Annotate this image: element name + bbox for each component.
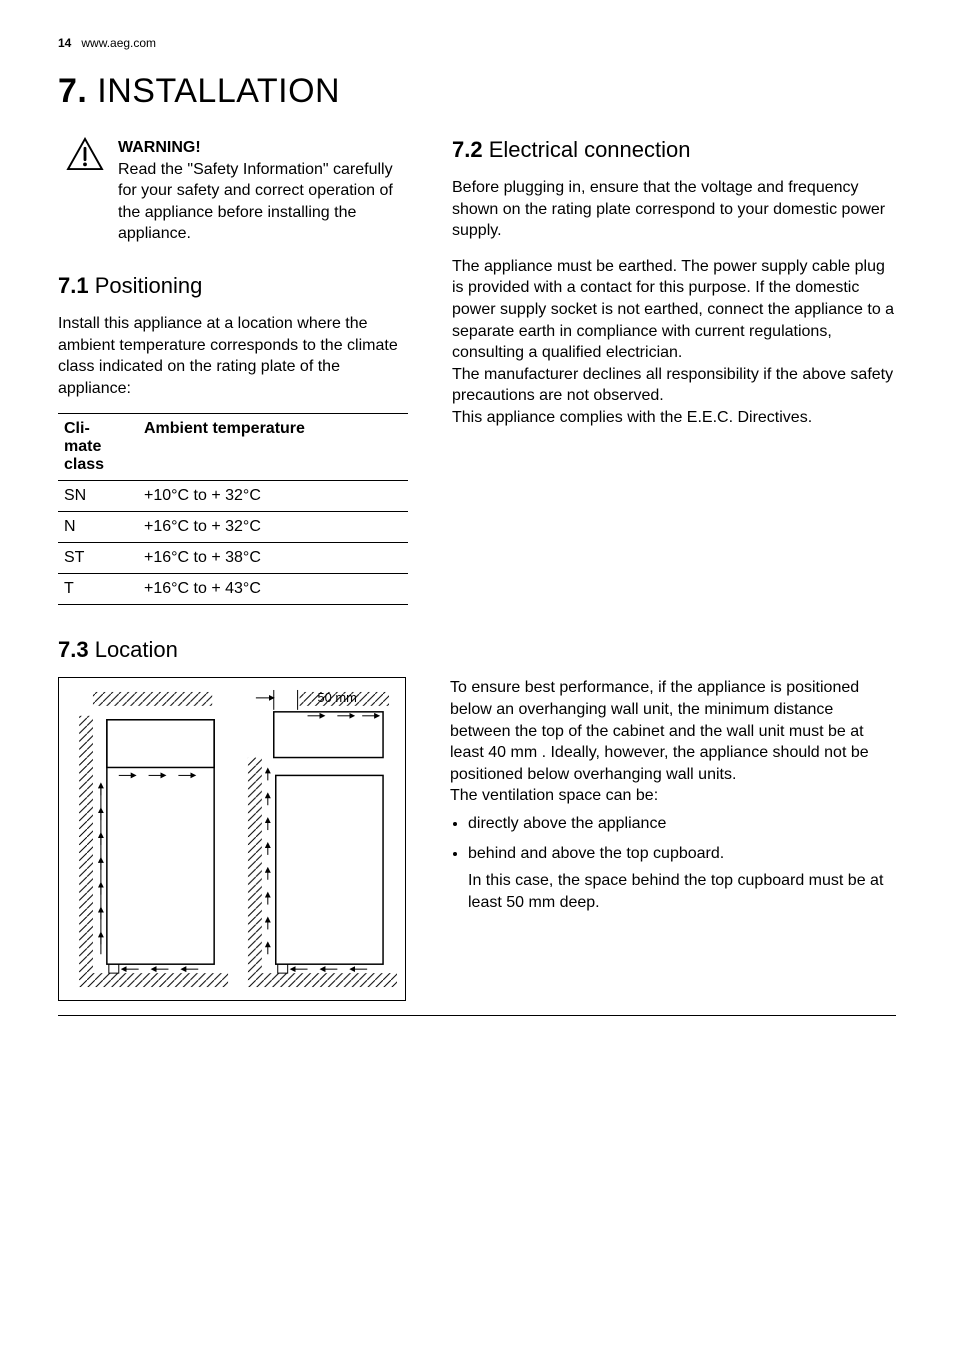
- warning-text: WARNING! Read the "Safety Information" c…: [118, 137, 408, 245]
- column-left: WARNING! Read the "Safety Information" c…: [58, 137, 408, 637]
- sub-num-7-2: 7.2: [452, 137, 483, 162]
- section-text: INSTALLATION: [87, 72, 340, 110]
- location-diagram: 50 mm: [58, 677, 406, 1001]
- climate-table: Cli-mateclass Ambient temperature SN+10°…: [58, 413, 408, 605]
- table-row: N+16°C to + 32°C: [58, 512, 408, 543]
- columns-top: WARNING! Read the "Safety Information" c…: [58, 137, 896, 637]
- location-row: 50 mm: [58, 677, 896, 1016]
- s73-bullets: directly above the appliance behind and …: [468, 813, 896, 913]
- warning-body: Read the "Safety Information" carefully …: [118, 161, 393, 243]
- location-text: To ensure best performance, if the appli…: [450, 677, 896, 1001]
- warning-block: WARNING! Read the "Safety Information" c…: [66, 137, 408, 245]
- list-item: behind and above the top cupboard. In th…: [468, 843, 896, 914]
- warning-heading: WARNING!: [118, 139, 201, 156]
- page-header: 14 www.aeg.com: [58, 36, 896, 50]
- table-row: SN+10°C to + 32°C: [58, 481, 408, 512]
- diagram-label: 50 mm: [317, 690, 356, 705]
- column-right: 7.2 Electrical connection Before pluggin…: [452, 137, 896, 637]
- s73-p3: In this case, the space behind the top c…: [468, 870, 896, 913]
- sub-title-7-3: Location: [89, 637, 178, 662]
- sub-num-7-1: 7.1: [58, 273, 89, 298]
- section-title: 7. INSTALLATION: [58, 72, 896, 111]
- col1-header: Cli-mateclass: [58, 414, 138, 481]
- col2-header: Ambient temperature: [138, 414, 408, 481]
- subheading-7-2: 7.2 Electrical connection: [452, 137, 896, 163]
- table-row: ST+16°C to + 38°C: [58, 543, 408, 574]
- sub-title-7-2: Electrical connection: [483, 137, 691, 162]
- positioning-intro: Install this appliance at a location whe…: [58, 313, 408, 399]
- s73-p2: The ventilation space can be:: [450, 785, 896, 807]
- s72-p4: This appliance complies with the E.E.C. …: [452, 407, 896, 429]
- subheading-7-3: 7.3 Location: [58, 637, 896, 663]
- sub-title-7-1: Positioning: [89, 273, 203, 298]
- list-item: directly above the appliance: [468, 813, 896, 835]
- table-header-row: Cli-mateclass Ambient temperature: [58, 414, 408, 481]
- s72-p1: Before plugging in, ensure that the volt…: [452, 177, 896, 242]
- s72-p3: The manufacturer declines all responsibi…: [452, 364, 896, 407]
- sub-num-7-3: 7.3: [58, 637, 89, 662]
- site-url: www.aeg.com: [81, 36, 156, 50]
- table-row: T+16°C to + 43°C: [58, 574, 408, 605]
- s72-p2: The appliance must be earthed. The power…: [452, 256, 896, 364]
- page-number: 14: [58, 36, 71, 50]
- warning-icon: [66, 137, 104, 171]
- section-number: 7.: [58, 72, 87, 110]
- s73-p1: To ensure best performance, if the appli…: [450, 677, 896, 785]
- subheading-7-1: 7.1 Positioning: [58, 273, 408, 299]
